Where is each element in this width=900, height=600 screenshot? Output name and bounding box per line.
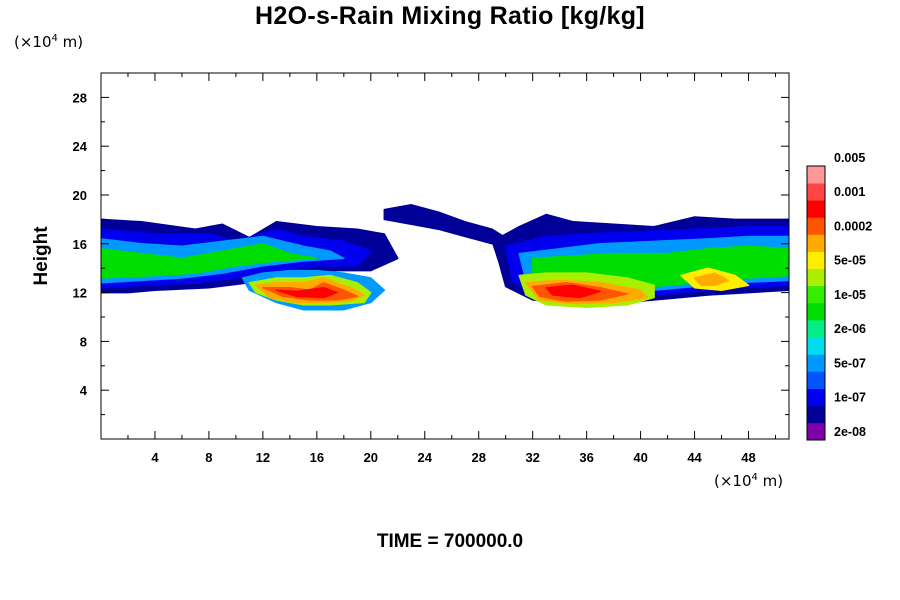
- colorbar-label: 0.0002: [834, 219, 872, 233]
- x-tick-label: 4: [151, 450, 159, 465]
- colorbar-swatch: [807, 320, 825, 338]
- colorbar-label: 5e-05: [834, 254, 866, 268]
- colorbar-swatch: [807, 166, 825, 184]
- colorbar-swatch: [807, 405, 825, 424]
- contour-region-13: [275, 286, 338, 299]
- y-tick-label: 8: [80, 334, 87, 349]
- y-tick-label: 12: [73, 286, 87, 301]
- colorbar-swatch: [807, 268, 825, 287]
- colorbar-swatch: [807, 422, 825, 441]
- colorbar-swatch: [807, 388, 825, 407]
- x-tick-label: 48: [741, 450, 755, 465]
- x-tick-label: 32: [525, 450, 539, 465]
- colorbar-swatch: [807, 337, 825, 355]
- x-tick-label: 28: [471, 450, 485, 465]
- y-tick-label: 24: [73, 139, 88, 154]
- x-tick-label: 20: [364, 450, 378, 465]
- x-axis-unit: (×104 m): [714, 472, 784, 490]
- colorbar-label: 2e-08: [834, 425, 866, 439]
- y-tick-label: 16: [73, 237, 87, 252]
- colorbar-swatch: [807, 303, 825, 321]
- x-tick-label: 40: [633, 450, 647, 465]
- x-tick-label: 24: [418, 450, 433, 465]
- x-tick-label: 44: [687, 450, 702, 465]
- y-axis-ticks: 4 8 12 16 20 24 28: [73, 90, 789, 416]
- contour-region-17: [545, 284, 601, 299]
- colorbar-label: 2e-06: [834, 322, 866, 336]
- colorbar-swatch: [807, 371, 825, 389]
- colorbar-swatch: [807, 183, 825, 201]
- colorbar-swatch: [807, 251, 825, 270]
- contour-region-7: [101, 243, 318, 279]
- contour-region-19: [693, 272, 730, 287]
- colorbar-swatch: [807, 200, 825, 218]
- x-tick-label: 12: [256, 450, 270, 465]
- y-axis-unit: (×104 m): [14, 33, 84, 51]
- x-tick-label: 16: [310, 450, 324, 465]
- contour-regions: [101, 204, 789, 311]
- chart-title: H2O-s-Rain Mixing Ratio [kg/kg]: [255, 2, 645, 30]
- colorbar-frame: [806, 165, 826, 441]
- colorbar-swatch: [807, 354, 825, 372]
- colorbar-swatch: [807, 234, 825, 252]
- y-tick-label: 28: [73, 90, 87, 105]
- colorbar-swatch: [807, 285, 825, 304]
- colorbar-label: 1e-05: [834, 288, 866, 302]
- x-tick-label: 8: [205, 450, 212, 465]
- y-tick-label: 20: [73, 188, 87, 203]
- colorbar-label: 5e-07: [834, 356, 866, 370]
- colorbar-label: 0.001: [834, 185, 865, 199]
- time-label: TIME = 700000.0: [376, 531, 524, 552]
- plot-frame: [100, 72, 790, 440]
- x-tick-label: 36: [579, 450, 593, 465]
- colorbar: 2e-08 1e-07 5e-07 2e-06 1e-05 5e-05 0.0002 0.00…: [806, 151, 872, 441]
- colorbar-label: 1e-07: [834, 391, 866, 405]
- y-tick-label: 4: [80, 383, 88, 398]
- colorbar-label: 0.005: [834, 151, 865, 165]
- colorbar-swatch: [807, 217, 825, 235]
- x-axis-ticks: 4 8 12 16 20 24 28 32 36 40 44 48: [127, 73, 777, 465]
